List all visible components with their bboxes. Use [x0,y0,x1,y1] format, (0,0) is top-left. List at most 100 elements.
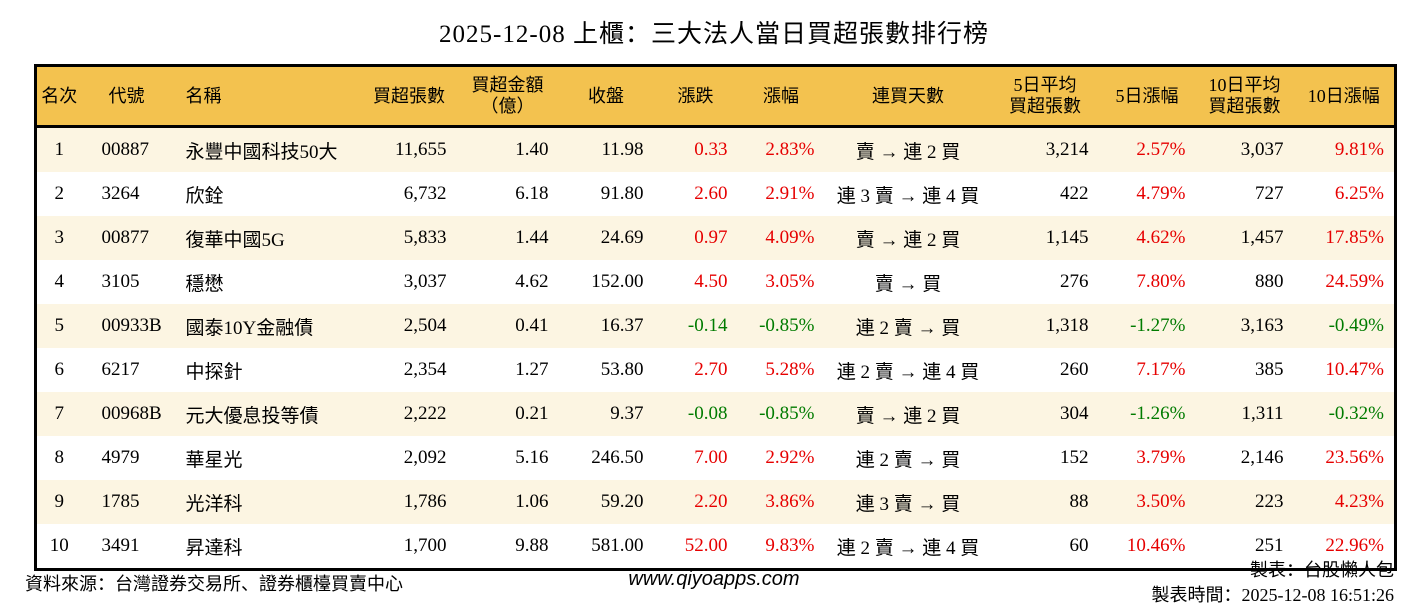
cell-net-buy-volume: 2,092 [403,447,447,468]
cell-rank: 6 [54,359,65,380]
cell-name: 中探針 [185,361,243,383]
header-row: 名次 代號 名稱 買超張數 買超金額 （億） 收盤 漲跌 漲幅 連買天數 5日平… [35,65,1396,128]
cell-pct5: 2.57% [1136,139,1186,160]
cell-change: 0.97 [694,227,728,248]
cell-net-buy-volume: 1,786 [403,491,447,512]
cell-pct5: 10.46% [1126,535,1186,556]
cell-avg10: 2,146 [1240,447,1284,468]
report-credit: 製表：台股懶人包 製表時間：2025-12-08 16:51:26 [1152,558,1395,608]
cell-streak: 賣 → 連 2 買 [855,405,961,427]
table-row: 2 3264 欣銓 6,732 6.18 91.80 2.60 2.91% 連 … [35,172,1396,216]
cell-streak: 連 2 賣 → 連 4 買 [836,361,980,383]
col-header-rank: 名次 [35,65,82,128]
col-header-pct10: 10日漲幅 [1293,65,1396,128]
ranking-table: 名次 代號 名稱 買超張數 買超金額 （億） 收盤 漲跌 漲幅 連買天數 5日平… [34,64,1397,571]
table-row: 8 4979 華星光 2,092 5.16 246.50 7.00 2.92% … [35,436,1396,480]
cell-close: 59.20 [600,491,644,512]
cell-pct5: -1.26% [1130,403,1186,424]
col-header-change-pct: 漲幅 [737,65,825,128]
cell-avg10: 1,457 [1240,227,1284,248]
cell-pct10: 22.96% [1325,535,1384,556]
report-maker: 製表：台股懶人包 [1250,560,1394,580]
cell-avg5: 276 [1060,271,1089,292]
cell-code: 00877 [101,227,150,248]
cell-name: 復華中國5G [185,229,285,251]
cell-pct10: 6.25% [1334,183,1384,204]
cell-streak: 賣 → 連 2 買 [855,229,961,251]
cell-code: 6217 [101,359,140,380]
cell-net-buy-volume: 1,700 [403,535,447,556]
cell-rank: 7 [54,403,65,424]
cell-rank: 1 [54,139,65,160]
cell-pct10: -0.49% [1328,315,1384,336]
cell-pct10: 17.85% [1325,227,1384,248]
table-row: 7 00968B 元大優息投等債 2,222 0.21 9.37 -0.08 -… [35,392,1396,436]
cell-change: 2.20 [694,491,728,512]
cell-pct10: -0.32% [1328,403,1384,424]
cell-avg5: 304 [1060,403,1089,424]
cell-pct5: 3.79% [1136,447,1186,468]
table-header: 名次 代號 名稱 買超張數 買超金額 （億） 收盤 漲跌 漲幅 連買天數 5日平… [35,65,1396,128]
cell-code: 3491 [101,535,140,556]
col-header-streak: 連買天數 [824,65,992,128]
cell-rank: 8 [54,447,65,468]
cell-avg10: 251 [1255,535,1284,556]
cell-avg5: 60 [1069,535,1089,556]
cell-net-buy-amount: 1.40 [515,139,549,160]
cell-streak: 連 2 賣 → 買 [855,449,961,471]
cell-code: 1785 [101,491,140,512]
cell-avg10: 727 [1255,183,1284,204]
cell-name: 華星光 [185,449,243,471]
cell-close: 53.80 [600,359,644,380]
cell-name: 元大優息投等債 [185,405,319,427]
cell-pct5: 3.50% [1136,491,1186,512]
table-row: 1 00887 永豐中國科技50大 11,655 1.40 11.98 0.33… [35,126,1396,172]
cell-rank: 9 [54,491,65,512]
col-header-name: 名稱 [171,65,362,128]
cell-avg5: 88 [1069,491,1089,512]
cell-net-buy-amount: 1.44 [515,227,549,248]
cell-net-buy-amount: 4.62 [515,271,549,292]
table-row: 6 6217 中探針 2,354 1.27 53.80 2.70 5.28% 連… [35,348,1396,392]
cell-close: 11.98 [601,139,644,160]
cell-change: -0.14 [687,315,728,336]
cell-pct10: 10.47% [1325,359,1384,380]
cell-net-buy-amount: 0.41 [515,315,549,336]
cell-net-buy-volume: 3,037 [403,271,447,292]
cell-net-buy-amount: 6.18 [515,183,549,204]
cell-streak: 連 3 賣 → 連 4 買 [836,185,980,207]
cell-net-buy-volume: 2,504 [403,315,447,336]
cell-pct5: 4.79% [1136,183,1186,204]
cell-net-buy-volume: 11,655 [394,139,447,160]
cell-net-buy-volume: 6,732 [403,183,447,204]
col-header-pct5: 5日漲幅 [1098,65,1196,128]
cell-change: -0.08 [687,403,728,424]
cell-avg5: 152 [1060,447,1089,468]
cell-change: 0.33 [694,139,728,160]
table-row: 10 3491 昇達科 1,700 9.88 581.00 52.00 9.83… [35,524,1396,570]
cell-net-buy-amount: 1.06 [515,491,549,512]
cell-change-pct: -0.85% [759,315,815,336]
cell-change-pct: 2.92% [765,447,815,468]
col-header-code: 代號 [81,65,172,128]
cell-pct10: 4.23% [1334,491,1384,512]
cell-name: 欣銓 [185,185,224,207]
table-body: 1 00887 永豐中國科技50大 11,655 1.40 11.98 0.33… [35,126,1396,570]
cell-code: 4979 [101,447,140,468]
page-title: 2025-12-08 上櫃：三大法人當日買超張數排行榜 [439,21,989,48]
cell-change: 2.70 [694,359,728,380]
cell-avg10: 3,163 [1240,315,1284,336]
cell-change-pct: 3.86% [765,491,815,512]
cell-close: 246.50 [591,447,644,468]
cell-net-buy-volume: 5,833 [403,227,447,248]
cell-close: 9.37 [610,403,644,424]
cell-change-pct: 9.83% [765,535,815,556]
cell-code: 00887 [101,139,150,160]
cell-avg10: 880 [1255,271,1284,292]
cell-close: 16.37 [600,315,644,336]
cell-avg5: 422 [1060,183,1089,204]
cell-change-pct: 5.28% [765,359,815,380]
cell-pct10: 23.56% [1325,447,1384,468]
cell-change: 2.60 [694,183,728,204]
cell-change: 4.50 [694,271,728,292]
